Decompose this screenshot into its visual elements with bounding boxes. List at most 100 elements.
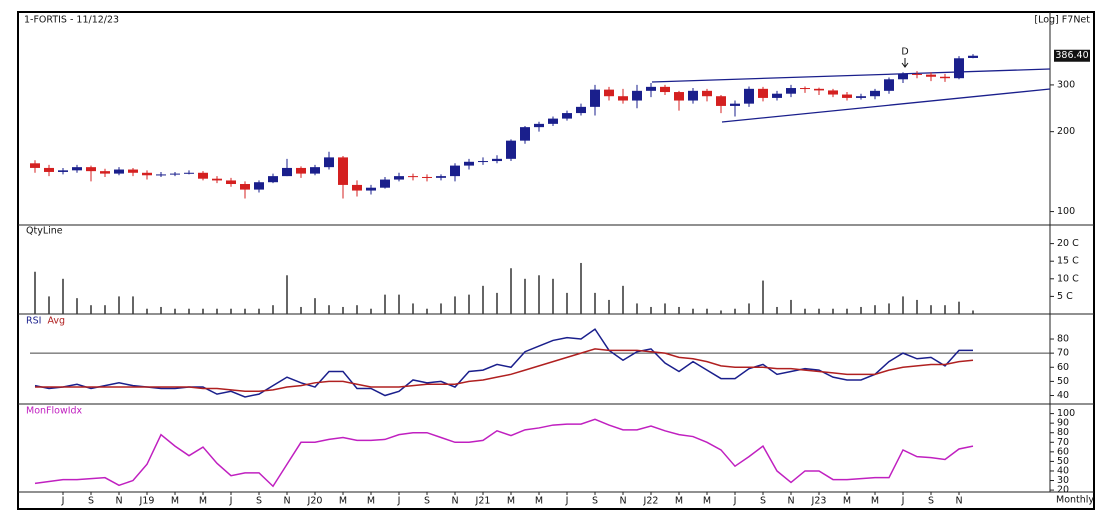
candle-body [856, 96, 866, 98]
volume-bar [48, 296, 50, 314]
y-tick-label: 50 [1057, 456, 1069, 467]
volume-bar [426, 308, 428, 314]
candle-body [954, 58, 964, 79]
candle-body [688, 90, 698, 101]
candle-body [716, 96, 726, 106]
volume-bar [762, 280, 764, 314]
trendline [651, 68, 1051, 83]
candle-body [128, 169, 138, 173]
trendline [721, 88, 1051, 123]
x-tick-label: N [451, 496, 458, 507]
y-tick-label: 80 [1057, 334, 1069, 345]
candle-body [408, 176, 418, 178]
x-tick-label: M [367, 496, 375, 507]
candle-body [520, 127, 530, 141]
candle-body [646, 86, 656, 91]
candle-body [968, 55, 978, 58]
candle-body [450, 165, 460, 177]
candle-body [730, 103, 740, 106]
y-tick-label: 70 [1057, 437, 1069, 448]
y-tick-label: 40 [1057, 465, 1069, 476]
volume-bar [146, 308, 148, 314]
candle-body [296, 167, 306, 174]
volume-bar [34, 271, 36, 314]
volume-bar [580, 262, 582, 314]
candle-body [394, 176, 404, 180]
x-tick-label: J [733, 496, 737, 507]
candle-body [380, 179, 390, 188]
y-tick-label: 20 [1057, 485, 1069, 496]
candle-body [940, 76, 950, 79]
candle-body [352, 184, 362, 191]
volume-bar [832, 308, 834, 314]
y-tick-label: 20 C [1057, 238, 1079, 249]
volume-bar [944, 305, 946, 314]
frame [17, 11, 1095, 510]
candle-body [786, 88, 796, 94]
x-tick-label: M [339, 496, 347, 507]
y-tick-label: 30 [1057, 475, 1069, 486]
x-tick-label: J19 [139, 496, 155, 507]
volume-bar [328, 305, 330, 314]
candle-body [58, 170, 68, 172]
candle-body [800, 88, 810, 90]
y-tick-label: 100 [1057, 206, 1075, 217]
volume-bar [874, 305, 876, 314]
last-price-label: 386.40 [1055, 50, 1088, 61]
y-tick-label: 300 [1057, 79, 1075, 90]
candle-body [282, 167, 292, 177]
candle-body [884, 79, 894, 91]
volume-bar [356, 305, 358, 314]
x-axis-label: Monthly [1056, 495, 1094, 506]
volume-bar [62, 278, 64, 314]
volume-bar [566, 292, 568, 314]
x-tick-label: N [619, 496, 626, 507]
y-tick-label: 80 [1057, 427, 1069, 438]
volume-bar [664, 303, 666, 314]
y-tick-label: 90 [1057, 418, 1069, 429]
candle-body [156, 174, 166, 176]
y-tick-label: 100 [1057, 408, 1075, 419]
candle-body [772, 93, 782, 98]
candle-body [870, 90, 880, 97]
candle-body [30, 163, 40, 168]
candle-body [758, 88, 768, 98]
x-tick-label: M [199, 496, 207, 507]
volume-bar [846, 308, 848, 314]
volume-bar [468, 294, 470, 314]
candle-body [828, 90, 838, 95]
volume-bar [258, 308, 260, 314]
volume-bar [650, 306, 652, 314]
chart-title: 1-FORTIS - 11/12/23 [24, 15, 119, 26]
candle-body [226, 180, 236, 185]
volume-bar [398, 294, 400, 314]
candle-body [506, 140, 516, 159]
volume-bar [524, 278, 526, 314]
x-tick-label: M [171, 496, 179, 507]
x-tick-label: J23 [811, 496, 827, 507]
volume-bar [118, 296, 120, 314]
candle-body [114, 169, 124, 174]
candle-body [436, 176, 446, 178]
x-tick-label: N [955, 496, 962, 507]
candle-body [912, 73, 922, 75]
volume-bar [300, 306, 302, 314]
candle-body [184, 172, 194, 174]
x-tick-label: N [115, 496, 122, 507]
x-tick-label: M [703, 496, 711, 507]
volume-bar [804, 308, 806, 314]
volume-bar [174, 308, 176, 314]
volume-bar [384, 294, 386, 314]
y-tick-label: 60 [1057, 446, 1069, 457]
volume-bar [622, 285, 624, 314]
volume-bar [706, 308, 708, 314]
series-line [35, 348, 974, 393]
candle-body [842, 94, 852, 98]
x-tick-label: S [592, 496, 598, 507]
volume-bar [454, 296, 456, 314]
volume-bar [692, 308, 694, 314]
candle-body [72, 167, 82, 171]
x-tick-label: M [507, 496, 515, 507]
volume-bar [482, 285, 484, 314]
